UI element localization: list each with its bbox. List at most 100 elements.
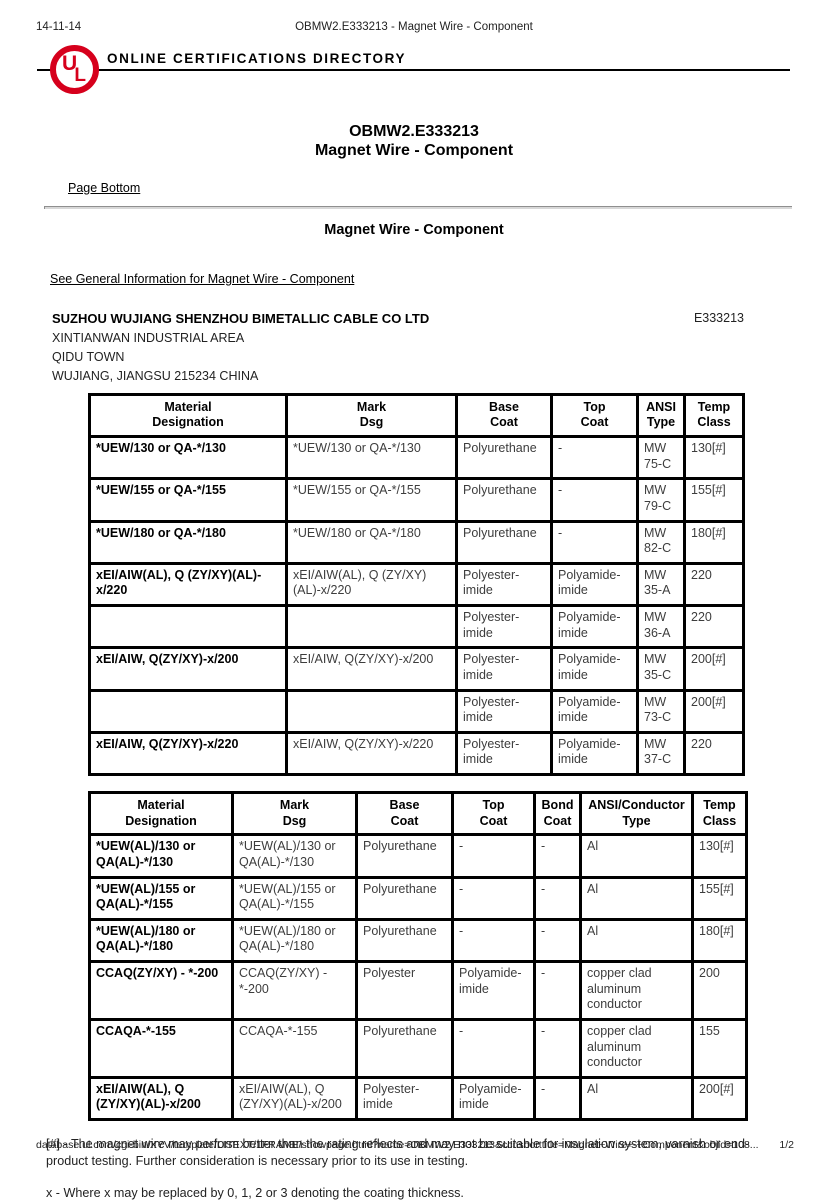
table-cell: *UEW(AL)/180 or QA(AL)-*/180: [88, 917, 234, 964]
table-cell: -: [550, 477, 639, 523]
column-header: Bond Coat: [533, 790, 582, 837]
table-cell: -: [550, 434, 639, 481]
print-footer: database.ul.com/cgi-bin/XYV/template/LIS…: [36, 1139, 794, 1151]
table-cell: xEI/AIW, Q(ZY/XY)-x/220: [88, 730, 288, 777]
table2-wrapper: Material Designation Mark Dsg Base Coat Top…: [88, 790, 828, 1122]
column-header: Material Designation: [88, 790, 234, 837]
directory-title: ONLINE CERTIFICATIONS DIRECTORY: [107, 51, 407, 66]
company-address-line: QIDU TOWN: [52, 349, 125, 364]
column-header: ANSI/Conductor Type: [579, 790, 694, 837]
table-cell: 200[#]: [683, 646, 745, 692]
table-cell: *UEW/155 or QA-*/155: [88, 477, 288, 523]
column-header: Base Coat: [355, 790, 454, 837]
page-indicator: 1/2: [779, 1139, 794, 1151]
table-cell: Polyester-imide: [455, 688, 553, 734]
column-header: Top Coat: [451, 790, 536, 837]
ul-logo-letter-l: L: [74, 65, 86, 86]
table-cell: Polyurethane: [455, 519, 553, 565]
table-cell: [88, 603, 288, 650]
table-cell: *UEW(AL)/130 or QA(AL)-*/130: [88, 833, 234, 879]
table-cell: xEI/AIW(AL), Q (ZY/XY)(AL)-x/200: [231, 1075, 358, 1122]
table-cell: MW 36-A: [636, 603, 686, 650]
table-cell: -: [533, 917, 582, 964]
table-cell: Polyester-imide: [455, 646, 553, 692]
table-cell: xEI/AIW(AL), Q (ZY/XY)(AL)-x/200: [88, 1075, 234, 1122]
table-cell: Polyurethane: [355, 917, 454, 964]
company-name: SUZHOU WUJIANG SHENZHOU BIMETALLIC CABLE…: [52, 310, 430, 326]
table-cell: Polyamide-imide: [550, 688, 639, 734]
heading-category: Magnet Wire - Component: [314, 141, 514, 159]
print-header: 14-11-14 OBMW2.E333213 - Magnet Wire - C…: [0, 0, 828, 33]
column-header: Temp Class: [691, 790, 748, 837]
page-bottom-link[interactable]: Page Bottom: [68, 180, 141, 195]
table-cell: Al: [579, 917, 694, 964]
footnote-coating-thickness: x - Where x may be replaced by 0, 1, 2 o…: [46, 1186, 464, 1200]
table-row: CCAQ(ZY/XY) - *-200 CCAQ(ZY/XY) - *-200 Po…: [88, 960, 748, 1021]
table-row: *UEW/155 or QA-*/155 *UEW/155 or QA-*/155…: [88, 477, 745, 523]
table-cell: 155[#]: [691, 875, 748, 921]
table-cell: Polyurethane: [455, 477, 553, 523]
document-heading: OBMW2.E333213 Magnet Wire - Component: [0, 123, 828, 161]
table-cell: -: [533, 1017, 582, 1079]
table-cell: Polyurethane: [455, 434, 553, 481]
table-row: *UEW/180 or QA-*/180 *UEW/180 or QA-*/180…: [88, 519, 745, 565]
table-cell: MW 82-C: [636, 519, 686, 565]
table-cell: *UEW(AL)/130 or QA(AL)-*/130: [231, 833, 358, 879]
table-cell: *UEW(AL)/155 or QA(AL)-*/155: [231, 875, 358, 921]
table-header-row: Material Designation Mark Dsg Base Coat Top…: [88, 790, 748, 837]
table-cell: copper clad aluminum conductor: [579, 1017, 694, 1079]
horizontal-rule: [44, 205, 792, 209]
table-cell: Polyamide-imide: [451, 1075, 536, 1122]
table-cell: xEI/AIW, Q(ZY/XY)-x/220: [285, 730, 458, 777]
table-cell: copper clad aluminum conductor: [579, 960, 694, 1021]
table-row: CCAQA-*-155 CCAQA-*-155 Polyurethane - - copp…: [88, 1017, 748, 1079]
column-header: Base Coat: [455, 392, 553, 439]
section-title: Magnet Wire - Component: [324, 221, 504, 238]
table-cell: Polyester-imide: [455, 603, 553, 650]
column-header: Top Coat: [550, 392, 639, 439]
table-cell: Polyamide-imide: [550, 730, 639, 777]
materials-table-copper: Material Designation Mark Dsg Base Coat Top…: [88, 392, 745, 777]
ul-banner: U L ONLINE CERTIFICATIONS DIRECTORY: [0, 45, 828, 107]
table-cell: 130[#]: [691, 833, 748, 879]
table-cell: xEI/AIW, Q(ZY/XY)-x/200: [88, 646, 288, 692]
company-block: SUZHOU WUJIANG SHENZHOU BIMETALLIC CABLE…: [52, 311, 776, 383]
table-row: xEI/AIW(AL), Q (ZY/XY)(AL)-x/200 xEI/AIW(…: [88, 1075, 748, 1122]
table-row: xEI/AIW, Q(ZY/XY)-x/200 xEI/AIW, Q(ZY/XY)…: [88, 646, 745, 692]
table1-wrapper: Material Designation Mark Dsg Base Coat Top…: [88, 392, 828, 777]
table-cell: Polyester-imide: [455, 730, 553, 777]
table-row: Polyester-imide Polyamide-imide MW 73-C 200…: [88, 688, 745, 734]
table-cell: 155: [691, 1017, 748, 1079]
table-cell: CCAQA-*-155: [231, 1017, 358, 1079]
table-cell: MW 35-A: [636, 561, 686, 608]
table-cell: -: [533, 875, 582, 921]
table-cell: 200: [691, 960, 748, 1021]
column-header: Material Designation: [88, 392, 288, 439]
table-cell: Al: [579, 1075, 694, 1122]
table-row: *UEW(AL)/155 or QA(AL)-*/155 *UEW(AL)/155…: [88, 875, 748, 921]
general-information-link[interactable]: See General Information for Magnet Wire …: [50, 271, 355, 286]
table-cell: 220: [683, 730, 745, 777]
table-cell: -: [533, 1075, 582, 1122]
table-cell: [285, 688, 458, 734]
table-cell: [88, 688, 288, 734]
table-cell: Polyester: [355, 960, 454, 1021]
table-cell: Polyurethane: [355, 875, 454, 921]
banner-underline: [37, 69, 790, 71]
ul-logo: U L: [50, 45, 99, 94]
table-cell: 130[#]: [683, 434, 745, 481]
table-cell: -: [533, 833, 582, 879]
table-cell: Polyurethane: [355, 833, 454, 879]
table-cell: MW 37-C: [636, 730, 686, 777]
table-row: *UEW(AL)/180 or QA(AL)-*/180 *UEW(AL)/180…: [88, 917, 748, 964]
table-cell: 220: [683, 603, 745, 650]
table-cell: Polyester-imide: [455, 561, 553, 608]
column-header: ANSI Type: [636, 392, 686, 439]
table-cell: Polyamide-imide: [550, 603, 639, 650]
table-cell: *UEW(AL)/155 or QA(AL)-*/155: [88, 875, 234, 921]
table-cell: xEI/AIW(AL), Q (ZY/XY)(AL)-x/220: [88, 561, 288, 608]
table-row: *UEW(AL)/130 or QA(AL)-*/130 *UEW(AL)/130…: [88, 833, 748, 879]
table-row: Polyester-imide Polyamide-imide MW 36-A 220: [88, 603, 745, 650]
column-header: Mark Dsg: [231, 790, 358, 837]
footnote-rating: [#] - The magnet wire may perform better…: [46, 1137, 750, 1168]
